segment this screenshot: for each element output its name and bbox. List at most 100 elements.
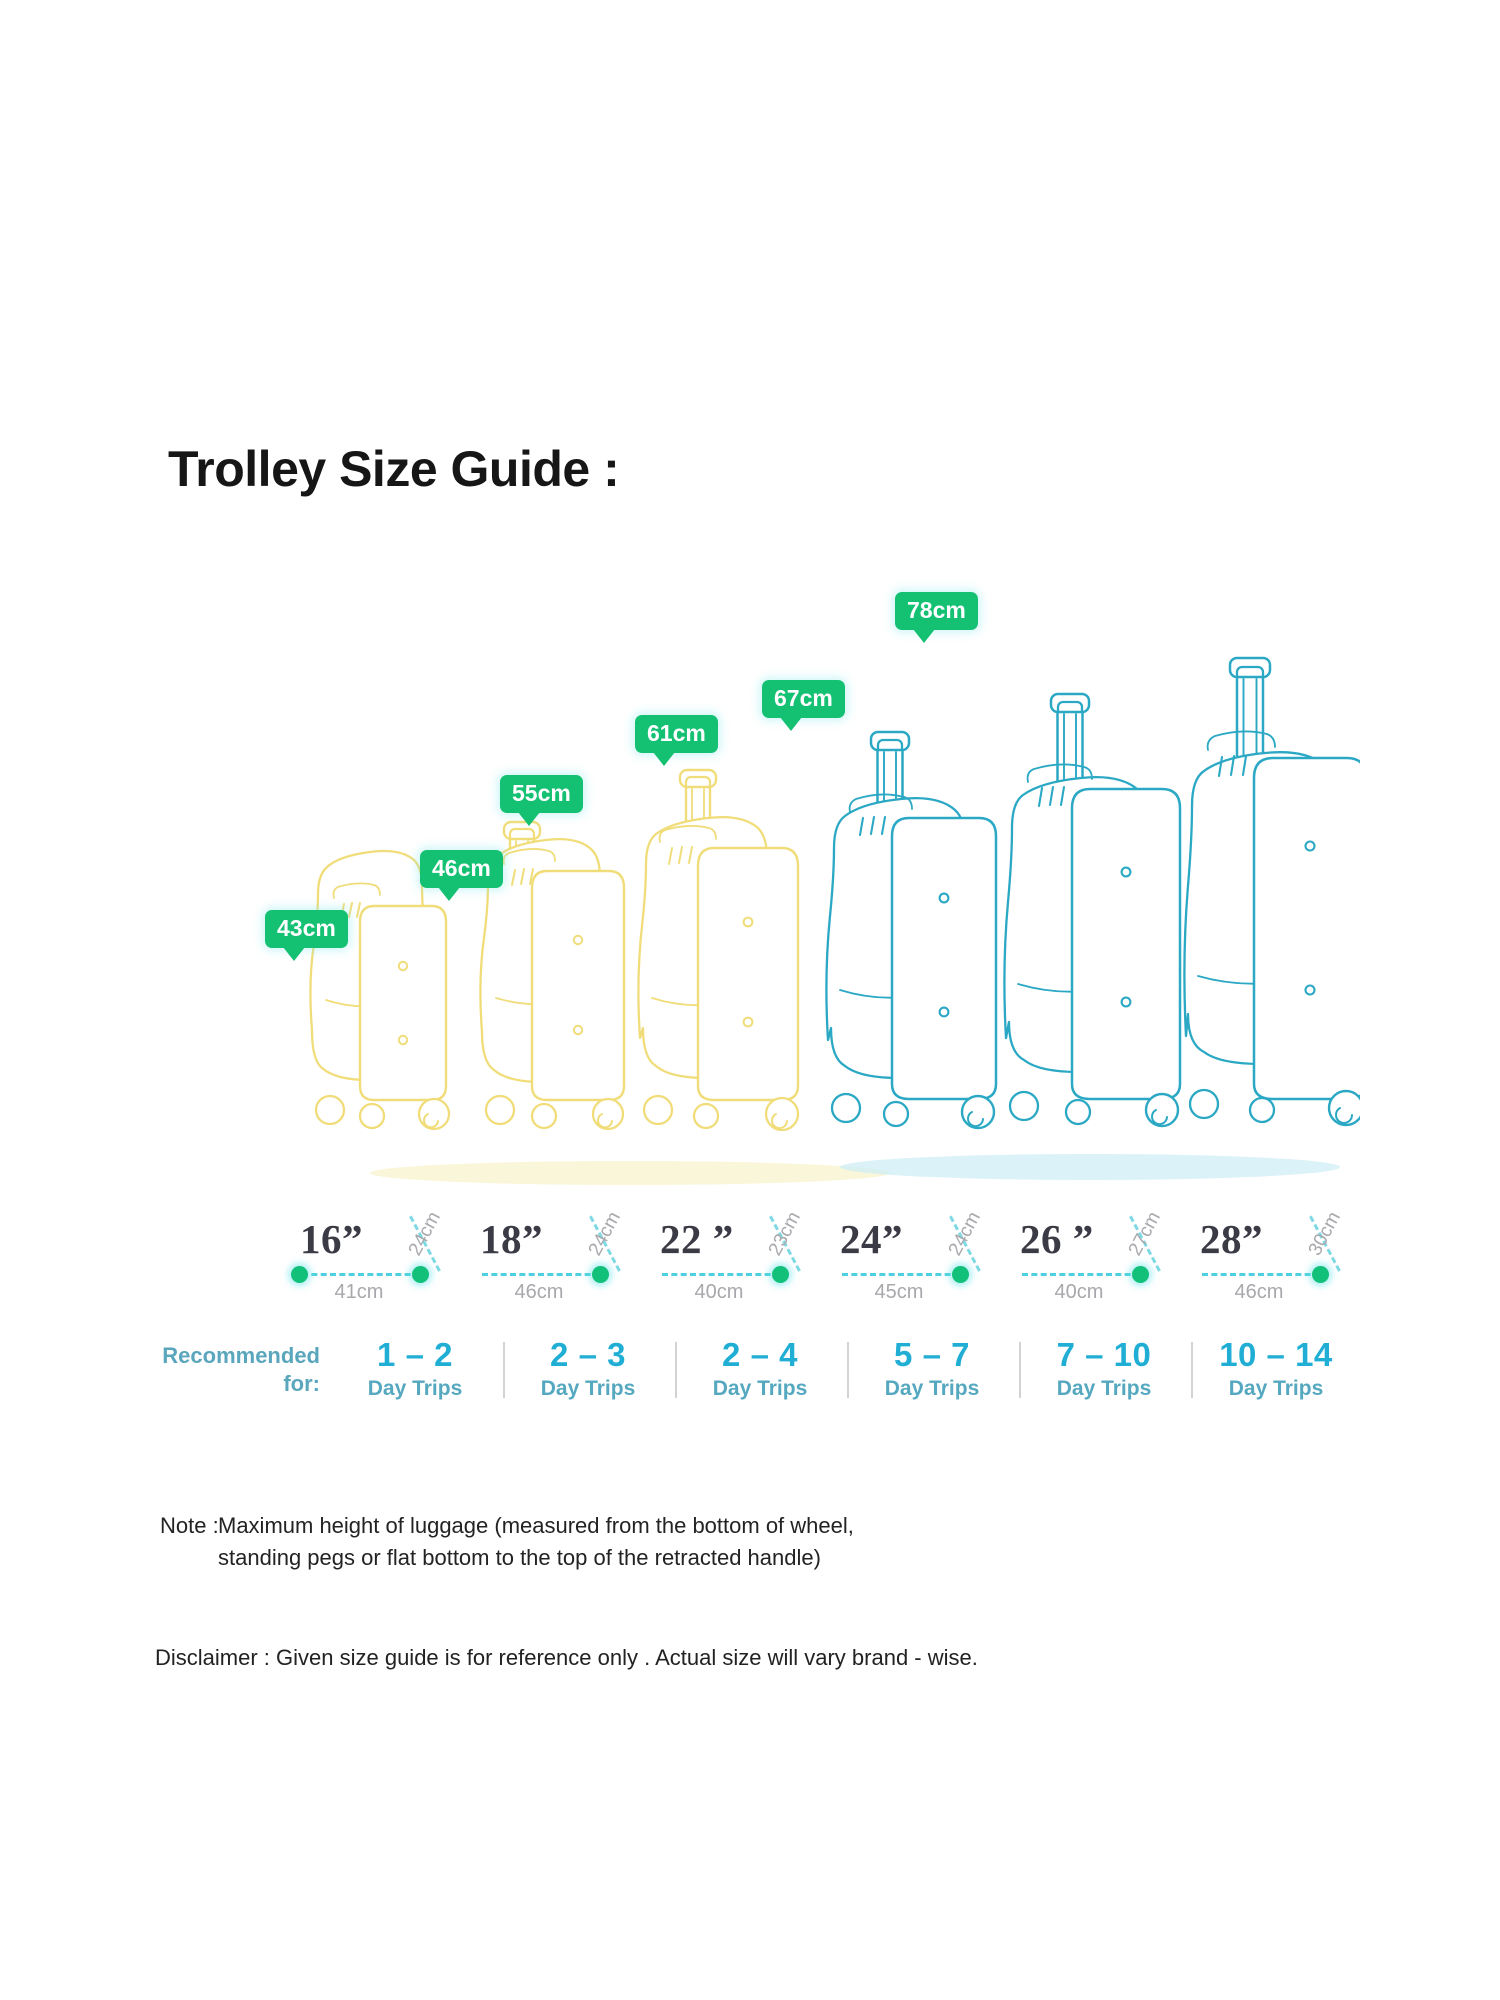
grip-slots-28in	[1217, 754, 1248, 778]
days-28in: 10 – 14	[1219, 1336, 1333, 1373]
recommended-cell-22in: 2 – 4 Day Trips	[685, 1336, 835, 1401]
wheel-icon	[358, 1102, 386, 1130]
rivet-icon	[1304, 840, 1316, 852]
suitcase-18in-front-panel	[530, 869, 626, 1102]
width-dash-line-22in	[662, 1273, 780, 1276]
recommended-row: Recommended for: 1 – 2 Day Trips 2 – 3 D…	[140, 1336, 1380, 1450]
trips-16in: Day Trips	[367, 1377, 463, 1400]
note-key: Note :	[160, 1513, 219, 1538]
recommended-for-label: Recommended for:	[140, 1342, 320, 1397]
size-cell-26in: 26 ” 40cm 27cm	[1020, 1208, 1195, 1335]
rivet-icon	[742, 1016, 754, 1028]
suitcase-24in	[825, 730, 998, 1130]
wheel-icon	[530, 1102, 558, 1130]
measure-dot	[1312, 1266, 1329, 1283]
measure-dot	[592, 1266, 609, 1283]
ground-shadow-yellow	[370, 1161, 890, 1185]
size-cell-18in: 18” 46cm 24cm	[480, 1208, 655, 1335]
wheel-icon	[692, 1102, 720, 1130]
recommended-cell-28in: 10 – 14 Day Trips	[1201, 1336, 1351, 1401]
recommended-for-line1: Recommended	[162, 1343, 320, 1368]
recommended-separator	[1191, 1342, 1193, 1398]
width-label-26in: 40cm	[1054, 1281, 1104, 1303]
size-label-22in: 22 ”	[660, 1216, 734, 1262]
size-cell-28in: 28” 46cm 30cm	[1200, 1208, 1380, 1335]
height-badge-78cm: 78cm	[895, 592, 978, 643]
wheel-icon	[417, 1097, 451, 1131]
depth-group-16in: 24cm	[405, 1207, 482, 1282]
size-label-16in: 16”	[300, 1216, 363, 1262]
depth-group-18in: 24cm	[585, 1207, 662, 1282]
recommended-separator	[503, 1342, 505, 1398]
suitcase-22in-front-panel	[696, 846, 800, 1102]
rivet-icon	[1120, 866, 1132, 878]
height-badge-67cm: 67cm	[762, 680, 845, 731]
width-label-18in: 46cm	[514, 1281, 564, 1303]
trips-24in: Day Trips	[884, 1377, 980, 1400]
recommended-separator	[1019, 1342, 1021, 1398]
size-cell-16in: 16” 41cm 24cm	[291, 1208, 475, 1335]
recommended-for-line2: for:	[283, 1370, 320, 1396]
luggage-illustration: 43cm 46cm 55cm 61cm 67cm 78cm	[265, 592, 1360, 1200]
suitcase-28in-front-panel	[1252, 756, 1360, 1101]
rivet-icon	[572, 1024, 584, 1036]
depth-group-24in: 24cm	[945, 1207, 1022, 1282]
grip-slots-22in	[668, 846, 693, 865]
days-18in: 2 – 3	[550, 1336, 626, 1373]
measure-dot	[412, 1266, 429, 1283]
wheel-icon	[1008, 1090, 1040, 1122]
wheel-icon	[591, 1097, 625, 1131]
wheel-icon	[1188, 1088, 1220, 1120]
suitcase-16in-front-panel	[358, 904, 448, 1102]
note-line-1: Maximum height of luggage (measured from…	[218, 1513, 854, 1538]
measure-dot	[291, 1266, 308, 1283]
suitcase-24in-front-panel	[890, 816, 998, 1101]
recommended-cell-26in: 7 – 10 Day Trips	[1029, 1336, 1179, 1401]
days-16in: 1 – 2	[377, 1336, 453, 1373]
height-badge-55cm: 55cm	[500, 775, 583, 826]
grip-slots-24in	[858, 815, 887, 837]
days-26in: 7 – 10	[1056, 1336, 1152, 1373]
recommended-separator	[847, 1342, 849, 1398]
ground-shadow-blue	[840, 1154, 1340, 1180]
depth-group-22in: 23cm	[765, 1207, 842, 1282]
size-label-28in: 28”	[1200, 1216, 1263, 1262]
page-title: Trolley Size Guide :	[168, 441, 620, 497]
size-label-26in: 26 ”	[1020, 1216, 1094, 1262]
recommended-separator	[675, 1342, 677, 1398]
width-dash-line-16in	[302, 1273, 420, 1276]
size-measurement-row: 16” 41cm 24cm 18” 46cm 24cm 22 ”	[291, 1208, 1380, 1335]
note-line-2: standing pegs or flat bottom to the top …	[218, 1544, 821, 1570]
wheel-icon	[1248, 1096, 1276, 1124]
trips-18in: Day Trips	[540, 1377, 636, 1400]
measure-dot	[772, 1266, 789, 1283]
rivet-icon	[742, 916, 754, 928]
rivet-icon	[938, 892, 950, 904]
trips-28in: Day Trips	[1228, 1377, 1324, 1400]
size-label-18in: 18”	[480, 1216, 543, 1262]
rivet-icon	[572, 934, 584, 946]
size-label-24in: 24”	[840, 1216, 903, 1262]
wheel-icon	[830, 1092, 862, 1124]
depth-group-26in: 27cm	[1125, 1207, 1202, 1282]
width-dash-line-24in	[842, 1273, 960, 1276]
wheel-icon	[764, 1096, 800, 1132]
wheel-icon	[960, 1094, 996, 1130]
size-cell-24in: 24” 45cm 24cm	[840, 1208, 1015, 1335]
wheel-icon	[1144, 1092, 1180, 1128]
height-badge-43cm: 43cm	[265, 910, 348, 961]
rivet-icon	[1304, 984, 1316, 996]
grip-slots-18in	[511, 868, 534, 886]
rivet-icon	[397, 960, 409, 972]
luggage-illustration-svg	[309, 656, 1360, 1185]
depth-group-28in: 30cm	[1305, 1207, 1382, 1282]
width-label-24in: 45cm	[874, 1281, 924, 1303]
width-dash-line-18in	[482, 1273, 600, 1276]
suitcase-26in-front-panel	[1070, 787, 1182, 1101]
width-dash-line-26in	[1022, 1273, 1140, 1276]
measure-dot	[1132, 1266, 1149, 1283]
trips-22in: Day Trips	[712, 1377, 808, 1400]
days-22in: 2 – 4	[722, 1336, 798, 1373]
disclaimer-text: Disclaimer : Given size guide is for ref…	[155, 1645, 978, 1670]
